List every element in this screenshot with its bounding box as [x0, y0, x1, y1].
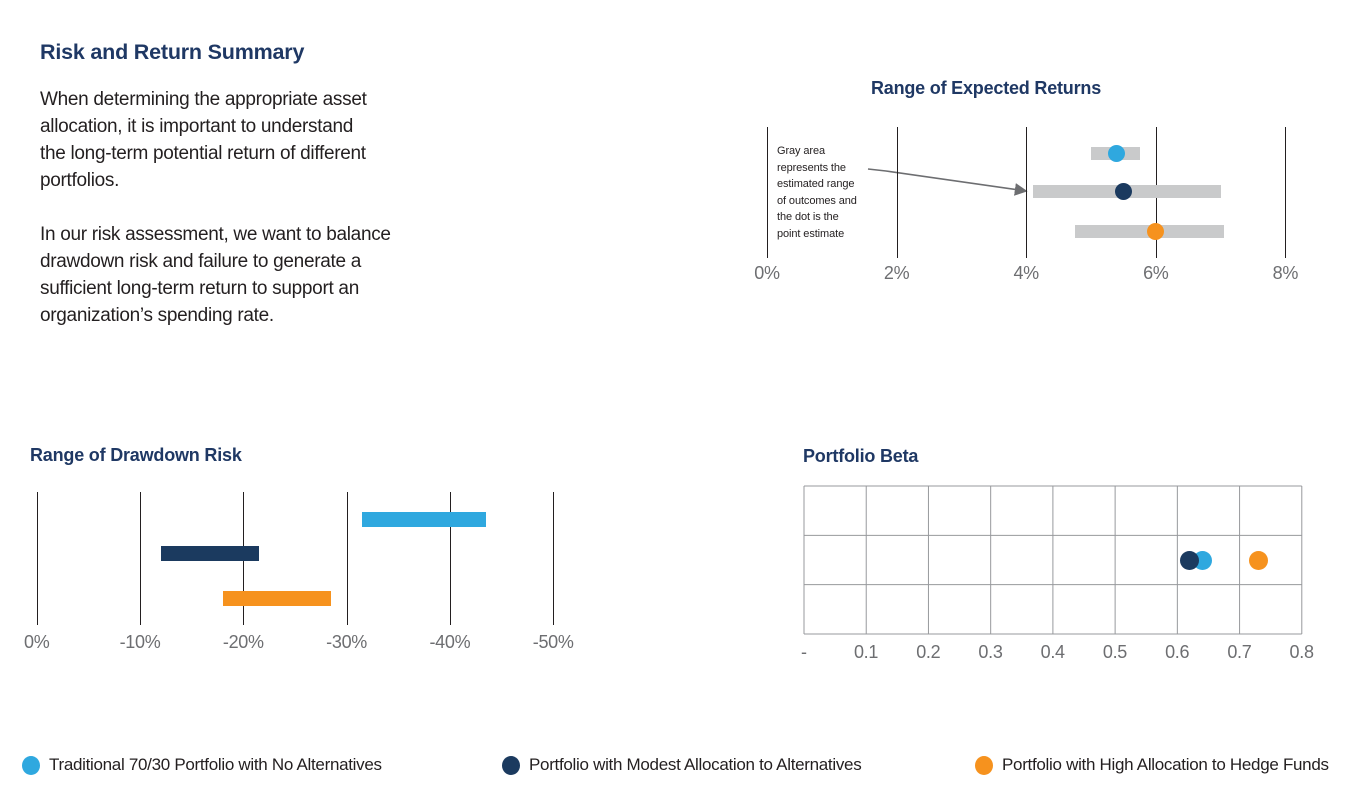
- chart-title-expected-returns: Range of Expected Returns: [870, 78, 1102, 98]
- axis-tick-line: [449, 492, 451, 625]
- legend-swatch-light_blue: [22, 755, 40, 775]
- axis-tick-label: 4%: [1013, 263, 1039, 283]
- axis-tick-label: 8%: [1272, 263, 1299, 283]
- axis-tick-label: 0%: [23, 632, 50, 652]
- drawdown-range-bar: [160, 546, 259, 562]
- beta-point-dot: [1180, 550, 1200, 570]
- legend-swatch-orange: [975, 755, 993, 775]
- axis-tick-line: [346, 492, 348, 625]
- legend-label: Portfolio with High Allocation to Hedge …: [1002, 755, 1329, 774]
- portfolio-beta-chart: Portfolio Beta - 0.1 0.2 0.3 0.4 0.5 0.6 0.7 0.8: [790, 440, 1350, 680]
- portfolio-beta-plot-area: - 0.1 0.2 0.3 0.4 0.5 0.6 0.7 0.8: [790, 440, 1350, 680]
- legend-item: Portfolio with High Allocation to Hedge …: [975, 752, 1329, 778]
- intro-section: Risk and Return Summary When determining…: [40, 40, 480, 356]
- legend-item: Traditional 70/30 Portfolio with No Alte…: [22, 752, 382, 778]
- axis-tick-label: 0.3: [978, 642, 1003, 662]
- beta-grid: [803, 485, 1303, 635]
- chart-legend: Traditional 70/30 Portfolio with No Alte…: [0, 752, 1367, 780]
- axis-tick-line: [896, 127, 898, 258]
- expected-return-point-dot: [1108, 145, 1126, 162]
- axis-tick-label: 0.5: [1102, 642, 1127, 662]
- expected-returns-plot-area: 0% 2% 4% 6% 8%: [740, 70, 1367, 320]
- axis-tick-label: -30%: [326, 632, 367, 652]
- legend-label: Traditional 70/30 Portfolio with No Alte…: [49, 755, 382, 774]
- axis-tick-label: -10%: [119, 632, 161, 652]
- chart-title-portfolio-beta: Portfolio Beta: [803, 446, 919, 466]
- drawdown-range-bar: [362, 512, 487, 527]
- chart-title-drawdown-risk: Range of Drawdown Risk: [30, 445, 242, 465]
- gray-area-annotation: Gray area represents the estimated range…: [777, 145, 857, 240]
- axis-tick-label: -50%: [532, 632, 574, 652]
- annotation-arrow: [867, 168, 1028, 196]
- axis-tick-line: [1285, 127, 1287, 258]
- axis-tick-label: 0.4: [1040, 642, 1065, 662]
- beta-point-dot: [1248, 550, 1268, 570]
- axis-tick-label: 0.8: [1289, 642, 1314, 662]
- expected-return-point-dot: [1147, 223, 1165, 240]
- legend-item: Portfolio with Modest Allocation to Alte…: [502, 752, 862, 778]
- axis-tick-line: [553, 492, 555, 625]
- axis-tick-label: 0.2: [916, 642, 941, 662]
- axis-tick-label: 2%: [883, 263, 910, 283]
- legend-label: Portfolio with Modest Allocation to Alte…: [529, 755, 862, 774]
- axis-tick-label: 0%: [754, 263, 780, 283]
- axis-tick-line: [767, 127, 768, 258]
- axis-tick-line: [1026, 127, 1028, 258]
- range-of-drawdown-risk-chart: Range of Drawdown Risk 0% -10% -20% -30% -40…: [10, 440, 660, 670]
- intro-paragraph-2: In our risk assessment, we want to balan…: [40, 224, 391, 326]
- axis-tick-label: -: [800, 642, 807, 662]
- drawdown-range-bar: [222, 591, 332, 607]
- axis-tick-label: -20%: [222, 632, 264, 652]
- expected-return-point-dot: [1114, 183, 1132, 201]
- axis-tick-label: 0.7: [1227, 642, 1252, 662]
- axis-tick-label: 0.1: [853, 642, 879, 662]
- axis-tick-line: [36, 492, 38, 625]
- axis-tick-line: [140, 492, 141, 625]
- axis-tick-label: 0.6: [1165, 642, 1190, 662]
- legend-swatch-navy: [502, 755, 520, 775]
- page-title: Risk and Return Summary: [40, 40, 305, 64]
- axis-tick-label: -40%: [429, 632, 471, 652]
- axis-tick-label: 6%: [1143, 263, 1169, 283]
- intro-paragraph-1: When determining the appropriate asset a…: [40, 89, 367, 191]
- drawdown-risk-plot-area: 0% -10% -20% -30% -40% -50%: [10, 440, 660, 670]
- range-of-expected-returns-chart: Range of Expected Returns Gray area repr…: [740, 70, 1367, 320]
